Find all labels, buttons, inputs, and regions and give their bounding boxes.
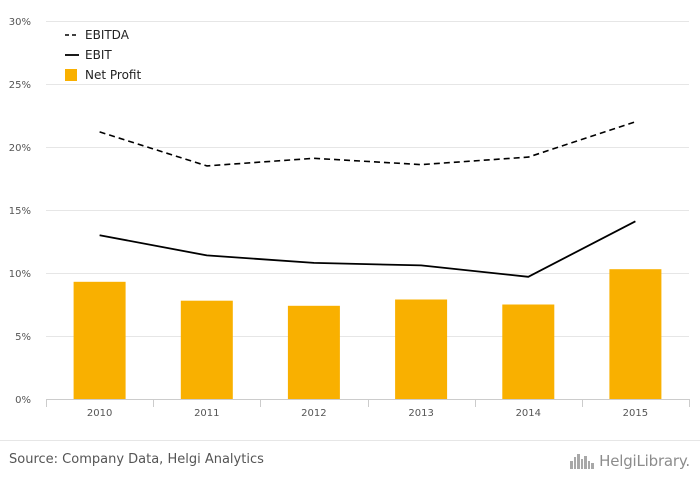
y-tick-label: 5% [15, 332, 31, 343]
x-tick-label: 2015 [623, 408, 648, 419]
legend-item-ebit[interactable]: EBIT [65, 48, 112, 62]
legend-item-ebitda[interactable]: EBITDA [65, 28, 130, 42]
x-tick-label: 2012 [301, 408, 326, 419]
x-tick-label: 2013 [408, 408, 433, 419]
legend-label-ebit: EBIT [85, 48, 112, 62]
y-tick-label: 30% [9, 17, 31, 28]
x-axis-ticks: 2010 2011 2012 2013 2014 2015 [87, 408, 648, 419]
y-tick-label: 20% [9, 143, 31, 154]
bar-net-profit [609, 269, 662, 399]
y-tick-label: 15% [9, 206, 31, 217]
legend-label-ebitda: EBITDA [85, 28, 130, 42]
x-axis [46, 399, 690, 407]
bar-net-profit [287, 305, 340, 399]
x-tick-label: 2010 [87, 408, 112, 419]
y-tick-label: 0% [15, 395, 31, 406]
bar-net-profit [180, 300, 233, 399]
line-series [99, 121, 636, 278]
bar-series-net-profit [73, 269, 662, 399]
chart-svg: 0% 5% 10% 15% 20% 25% 30% 2010 2011 2012 2013 2014… [9, 17, 690, 419]
bar-net-profit [395, 299, 448, 399]
legend-item-net-profit[interactable]: Net Profit [65, 68, 141, 82]
bar-net-profit [502, 304, 555, 399]
brand-text: HelgiLibrary. [599, 452, 690, 470]
y-tick-label: 10% [9, 269, 31, 280]
grid-lines [46, 21, 689, 337]
legend-swatch-net-profit [65, 69, 77, 81]
bar-net-profit [73, 281, 126, 399]
y-tick-label: 25% [9, 80, 31, 91]
y-axis-ticks: 0% 5% 10% 15% 20% 25% 30% [9, 17, 31, 406]
skyline-logo-icon [570, 454, 595, 469]
chart-footer: Source: Company Data, Helgi Analytics He… [0, 440, 700, 484]
source-note: Source: Company Data, Helgi Analytics [9, 452, 264, 467]
x-tick-label: 2014 [516, 408, 541, 419]
x-tick-label: 2011 [194, 408, 219, 419]
legend-label-net-profit: Net Profit [85, 68, 141, 82]
brand-logo[interactable]: HelgiLibrary. [569, 448, 690, 474]
line-ebitda [99, 121, 636, 167]
legend: EBITDA EBIT Net Profit [65, 28, 141, 82]
line-ebit [99, 220, 636, 278]
